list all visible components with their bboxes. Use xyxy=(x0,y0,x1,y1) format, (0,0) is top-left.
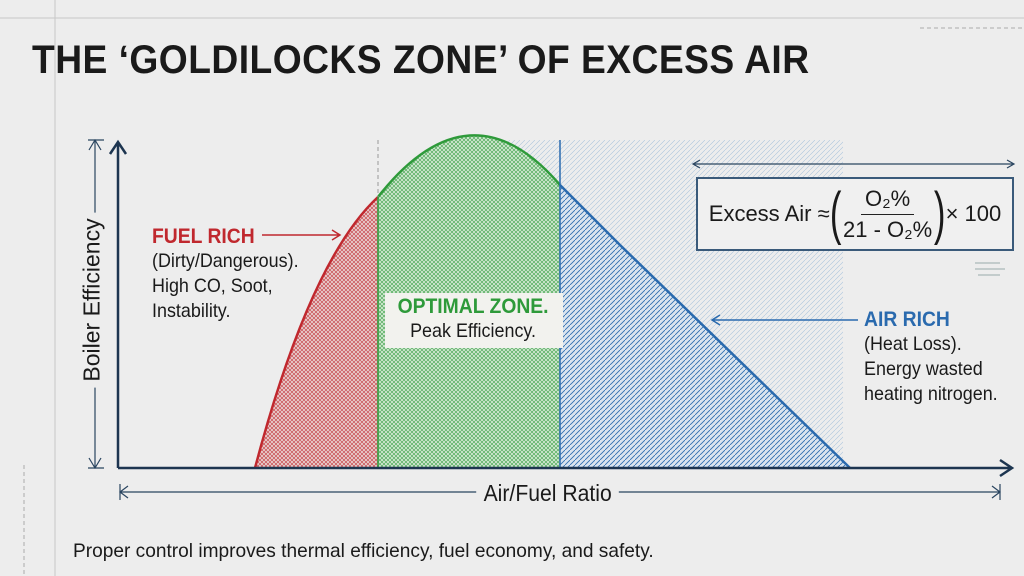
air-rich-area xyxy=(560,185,850,468)
air-rich-line: heating nitrogen. xyxy=(864,383,998,405)
formula-numerator: O₂% xyxy=(861,186,915,215)
optimal-zone-label: OPTIMAL ZONE. Peak Efficiency. xyxy=(385,293,564,348)
formula-fraction: O₂% 21 - O₂% xyxy=(843,186,932,243)
dimension-marks xyxy=(23,27,1024,576)
optimal-curve xyxy=(377,134,561,198)
optimal-subtitle: Peak Efficiency. xyxy=(410,320,537,342)
excess-air-formula: Excess Air ≈ ( O₂% 21 - O₂% ) × 100 xyxy=(696,177,1014,251)
air-rich-line: (Heat Loss). xyxy=(864,333,962,355)
air-rich-title: AIR RICH xyxy=(864,308,950,331)
fuel-rich-pointer-icon xyxy=(262,229,342,241)
x-axis xyxy=(118,458,1015,478)
formula-dimension-arrow xyxy=(691,159,1016,169)
optimal-title: OPTIMAL ZONE. xyxy=(397,295,549,318)
page-title: THE ‘GOLDILOCKS ZONE’ OF EXCESS AIR xyxy=(32,38,810,82)
fuel-rich-label: FUEL RICH (Dirty/Dangerous). High CO, So… xyxy=(152,225,311,324)
air-rich-pointer-icon xyxy=(710,314,858,326)
air-rich-label: AIR RICH (Heat Loss). Energy wasted heat… xyxy=(864,308,1009,407)
x-axis-label: Air/Fuel Ratio xyxy=(476,480,620,507)
fuel-rich-curve xyxy=(253,196,379,469)
fuel-rich-area xyxy=(255,197,378,468)
air-rich-line: Energy wasted xyxy=(864,358,983,380)
note-marks xyxy=(975,262,1005,276)
left-paren: ( xyxy=(829,181,842,246)
y-axis xyxy=(108,139,128,468)
y-axis-label: Boiler Efficiency xyxy=(78,212,106,388)
formula-denominator: 21 - O₂% xyxy=(842,216,933,242)
fuel-rich-line: (Dirty/Dangerous). xyxy=(152,250,299,272)
fuel-rich-line: Instability. xyxy=(152,300,231,322)
fuel-rich-line: High CO, Soot, xyxy=(152,275,273,297)
fuel-rich-title: FUEL RICH xyxy=(152,225,255,248)
formula-multiplier: × 100 xyxy=(945,201,1002,226)
formula-lhs: Excess Air ≈ xyxy=(708,201,830,226)
footer-caption: Proper control improves thermal efficien… xyxy=(73,540,654,562)
right-paren: ) xyxy=(934,181,946,246)
air-rich-curve xyxy=(559,184,851,469)
